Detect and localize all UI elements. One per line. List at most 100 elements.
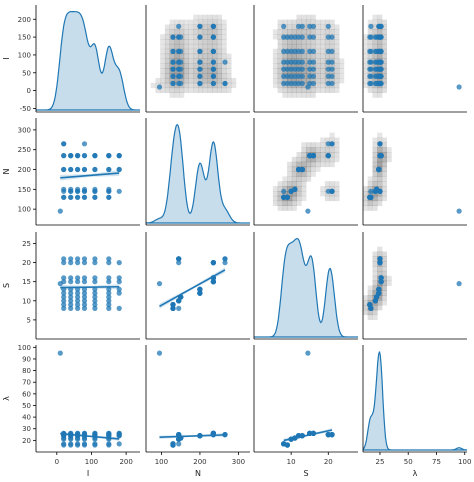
data-point [367,80,373,87]
density-cell [334,58,340,64]
panel-λ-vs-I [35,345,140,453]
density-cell [207,68,213,74]
data-point [156,84,163,90]
data-point [310,153,316,159]
density-cell [277,63,283,69]
density-cell [315,53,321,59]
density-cell [282,200,288,206]
data-point [178,80,184,87]
regression-line [159,269,226,307]
x-tick-label: 200 [193,458,206,466]
density-cell [315,34,321,40]
data-point [92,153,98,159]
density-cell [339,68,345,74]
density-cell [179,92,185,98]
data-point [92,305,98,311]
data-point [116,432,122,438]
density-cell [306,161,312,168]
data-point [81,442,88,448]
density-cell [277,48,283,55]
density-cell [212,19,218,25]
data-point [75,194,81,200]
y-tick-label: 100 [18,51,31,59]
density-cell [164,73,170,79]
density-cell [221,78,227,84]
panel-I-vs-N [145,5,250,113]
density-cell [381,19,387,25]
density-cell [324,53,330,59]
density-cell [272,78,278,84]
data-point [106,442,112,448]
data-point [299,59,305,65]
density-cell [287,166,293,172]
density-cell [277,58,283,64]
density-cell [202,68,208,74]
density-cell [381,24,387,30]
data-point [75,275,81,281]
density-cell [287,161,293,168]
density-cell [207,53,213,59]
data-point [281,441,287,447]
kde-curve-N [146,123,250,224]
density-cell [320,39,326,45]
data-point [75,298,81,304]
density-cell [296,195,302,202]
panel-N-vs-N [145,118,250,226]
density-cell [272,63,278,69]
density-cell [183,53,189,59]
density-cell [188,78,194,84]
density-cell [306,43,312,50]
data-point [284,66,290,72]
density-cell [183,78,189,84]
density-cell [221,53,227,59]
data-point [210,279,216,285]
density-cell [381,181,387,187]
data-point [68,298,74,304]
density-cell [377,251,383,257]
density-cell [301,195,307,202]
density-cell [329,24,335,30]
density-cell [183,34,189,40]
density-cell [363,34,369,40]
density-cell [334,137,340,143]
data-point [210,73,216,79]
density-cell [381,195,387,202]
density-cell [291,19,297,25]
density-cell [207,63,213,69]
density-cell [296,191,302,197]
density-cell [363,305,369,311]
data-point [116,260,122,266]
data-point [92,194,98,200]
density-cell [334,78,340,84]
density-cell [287,92,293,98]
density-cell [367,186,373,192]
density-cell [324,78,330,84]
density-cell [174,82,180,89]
data-point [329,59,335,65]
density-cell [169,29,175,35]
density-cell [372,152,378,158]
density-cell [334,53,340,59]
data-point [106,279,112,285]
density-cell [296,156,302,163]
density-cell [277,29,283,35]
data-point [210,66,216,72]
data-point [197,290,203,296]
density-cell [377,39,383,45]
density-cell [367,43,373,50]
density-cell [287,29,293,35]
data-point [210,59,216,65]
data-point [92,294,98,300]
density-cell [386,280,392,286]
density-cell [174,78,180,84]
x-tick-label: 100 [155,458,168,466]
density-cell [334,63,340,69]
density-cell [301,92,307,98]
data-point [176,441,182,447]
density-cell [315,161,321,168]
density-cell [183,39,189,45]
data-point [292,48,298,55]
density-cell [320,48,326,55]
panel-N-vs-I [35,118,140,226]
density-cell [221,48,227,55]
